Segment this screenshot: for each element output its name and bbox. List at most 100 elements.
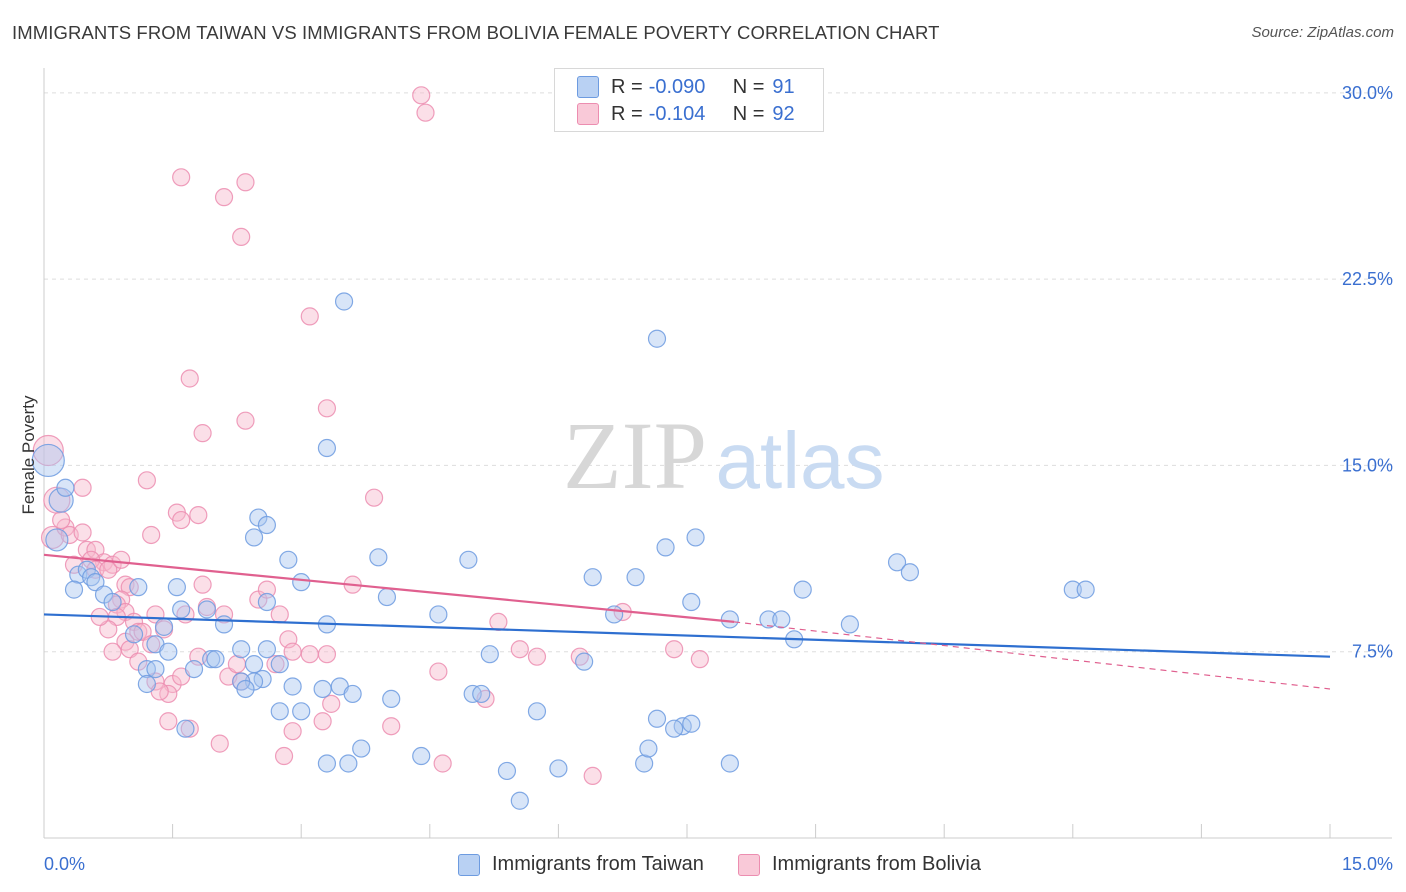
bolivia-point[interactable]: [99, 620, 118, 639]
taiwan-point[interactable]: [369, 548, 388, 567]
taiwan-point[interactable]: [31, 443, 65, 478]
bolivia-point[interactable]: [172, 510, 191, 530]
taiwan-point[interactable]: [86, 573, 105, 592]
taiwan-point[interactable]: [720, 754, 739, 773]
bolivia-point[interactable]: [73, 478, 92, 497]
bolivia-point[interactable]: [210, 734, 229, 753]
bolivia-point[interactable]: [86, 540, 105, 559]
bolivia-point[interactable]: [180, 719, 199, 738]
taiwan-point[interactable]: [184, 659, 204, 679]
taiwan-point[interactable]: [497, 761, 517, 781]
taiwan-point[interactable]: [339, 754, 358, 773]
bolivia-point[interactable]: [193, 575, 212, 594]
bolivia-point[interactable]: [137, 471, 156, 490]
taiwan-point[interactable]: [635, 754, 654, 773]
bolivia-point[interactable]: [257, 580, 277, 599]
bolivia-point[interactable]: [189, 505, 208, 525]
taiwan-point[interactable]: [682, 592, 701, 612]
taiwan-point[interactable]: [244, 528, 264, 547]
bolivia-point[interactable]: [142, 635, 161, 654]
taiwan-point[interactable]: [686, 528, 705, 547]
bolivia-point[interactable]: [232, 227, 251, 247]
taiwan-point[interactable]: [232, 640, 251, 659]
taiwan-point[interactable]: [647, 709, 667, 728]
taiwan-point[interactable]: [206, 650, 225, 669]
taiwan-point[interactable]: [887, 553, 907, 572]
taiwan-point[interactable]: [197, 600, 216, 619]
taiwan-point[interactable]: [459, 550, 478, 569]
bolivia-point[interactable]: [73, 523, 92, 542]
taiwan-point[interactable]: [549, 759, 568, 778]
taiwan-point[interactable]: [510, 791, 529, 810]
bolivia-point[interactable]: [665, 640, 684, 659]
taiwan-point[interactable]: [840, 615, 859, 634]
taiwan-point[interactable]: [665, 719, 684, 738]
taiwan-point[interactable]: [626, 568, 645, 587]
bolivia-point[interactable]: [236, 411, 255, 430]
bolivia-point[interactable]: [416, 103, 435, 122]
taiwan-point[interactable]: [48, 487, 74, 513]
bolivia-point[interactable]: [52, 510, 71, 530]
taiwan-point[interactable]: [56, 478, 75, 497]
taiwan-point[interactable]: [720, 610, 739, 629]
taiwan-point[interactable]: [270, 702, 289, 721]
taiwan-point[interactable]: [334, 292, 354, 311]
taiwan-point[interactable]: [167, 578, 186, 597]
taiwan-point[interactable]: [480, 645, 499, 664]
taiwan-point[interactable]: [214, 615, 234, 634]
taiwan-point[interactable]: [313, 679, 332, 699]
taiwan-point[interactable]: [377, 587, 397, 607]
taiwan-point[interactable]: [583, 568, 602, 587]
taiwan-point[interactable]: [236, 679, 255, 699]
taiwan-point[interactable]: [429, 605, 448, 624]
bolivia-point[interactable]: [283, 722, 302, 741]
taiwan-point[interactable]: [412, 746, 431, 766]
taiwan-point[interactable]: [317, 754, 337, 773]
bolivia-point[interactable]: [32, 434, 64, 467]
taiwan-point[interactable]: [257, 515, 277, 535]
taiwan-point[interactable]: [639, 739, 658, 758]
taiwan-point[interactable]: [270, 655, 289, 674]
bolivia-point[interactable]: [227, 655, 246, 674]
taiwan-point[interactable]: [382, 689, 401, 709]
bolivia-point[interactable]: [429, 662, 448, 681]
bolivia-point[interactable]: [266, 655, 285, 674]
taiwan-point[interactable]: [279, 550, 298, 569]
taiwan-point[interactable]: [1063, 580, 1082, 599]
taiwan-point[interactable]: [352, 739, 371, 758]
taiwan-point[interactable]: [283, 677, 302, 696]
bolivia-point[interactable]: [300, 307, 319, 326]
taiwan-point[interactable]: [137, 674, 156, 694]
taiwan-point[interactable]: [176, 719, 195, 738]
bolivia-point[interactable]: [172, 168, 191, 187]
bolivia-point[interactable]: [159, 712, 178, 731]
taiwan-point[interactable]: [605, 605, 624, 624]
taiwan-point[interactable]: [527, 702, 547, 721]
bolivia-point[interactable]: [317, 399, 337, 418]
taiwan-point[interactable]: [257, 592, 277, 612]
taiwan-point[interactable]: [1076, 580, 1095, 599]
taiwan-point[interactable]: [647, 329, 667, 348]
taiwan-point[interactable]: [124, 625, 144, 644]
taiwan-point[interactable]: [772, 610, 791, 629]
taiwan-point[interactable]: [64, 580, 84, 599]
bolivia-point[interactable]: [236, 173, 255, 192]
bolivia-point[interactable]: [412, 86, 431, 105]
bolivia-point[interactable]: [180, 369, 199, 388]
taiwan-point[interactable]: [292, 702, 311, 721]
bolivia-point[interactable]: [382, 717, 401, 736]
taiwan-point[interactable]: [257, 640, 277, 659]
taiwan-point[interactable]: [472, 684, 491, 704]
bolivia-point[interactable]: [214, 605, 234, 624]
taiwan-point[interactable]: [146, 659, 165, 679]
taiwan-point[interactable]: [103, 592, 122, 612]
bolivia-point[interactable]: [283, 642, 302, 661]
bolivia-point[interactable]: [433, 754, 452, 773]
taiwan-point[interactable]: [159, 642, 178, 661]
bolivia-point[interactable]: [322, 694, 341, 713]
bolivia-point[interactable]: [142, 525, 161, 545]
taiwan-point[interactable]: [292, 573, 311, 592]
bolivia-point[interactable]: [300, 645, 319, 664]
taiwan-point[interactable]: [129, 578, 148, 597]
taiwan-point[interactable]: [202, 650, 221, 669]
